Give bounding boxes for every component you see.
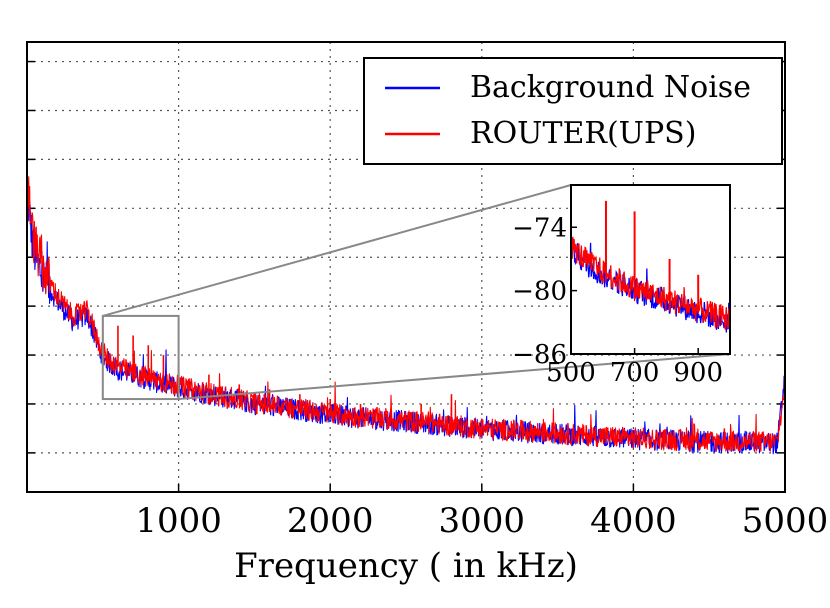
x-tick-label-4: 5000: [742, 501, 829, 541]
x-tick-label-2: 3000: [439, 501, 526, 541]
zoom-region-box: [101, 314, 180, 401]
inset-x-tick-label-2: 900: [673, 358, 723, 388]
zoom-connector-top: [102, 184, 572, 317]
x-axis-title: Frequency ( in kHz): [234, 546, 578, 586]
x-tick-labels: 1000 2000 3000 4000 5000: [135, 501, 828, 541]
legend-box: [363, 57, 783, 165]
inset-series-line-1: [570, 236, 731, 331]
x-tick-label-1: 2000: [287, 501, 374, 541]
inset-background: [571, 185, 730, 354]
inset-x-tick-label-1: 700: [610, 358, 660, 388]
inset-y-tick-label-1: −80: [512, 277, 567, 307]
zoom-connector-bottom: [178, 353, 731, 401]
inset-x-tick-label-0: 500: [546, 358, 596, 388]
series-line-1: [26, 176, 786, 453]
plot-frame: [26, 41, 786, 493]
inset-frame: [570, 184, 731, 355]
x-tick-label-0: 1000: [135, 501, 222, 541]
inset-y-tick-label-0: −74: [512, 213, 567, 243]
legend: Background Noise ROUTER(UPS): [363, 57, 783, 165]
x-tick-label-3: 4000: [590, 501, 677, 541]
inset-y-tick-label-2: −86: [512, 340, 567, 370]
zoom-indicator: [101, 184, 731, 401]
legend-label-router-ups: ROUTER(UPS): [470, 116, 696, 151]
legend-label-background-noise: Background Noise: [470, 70, 751, 105]
